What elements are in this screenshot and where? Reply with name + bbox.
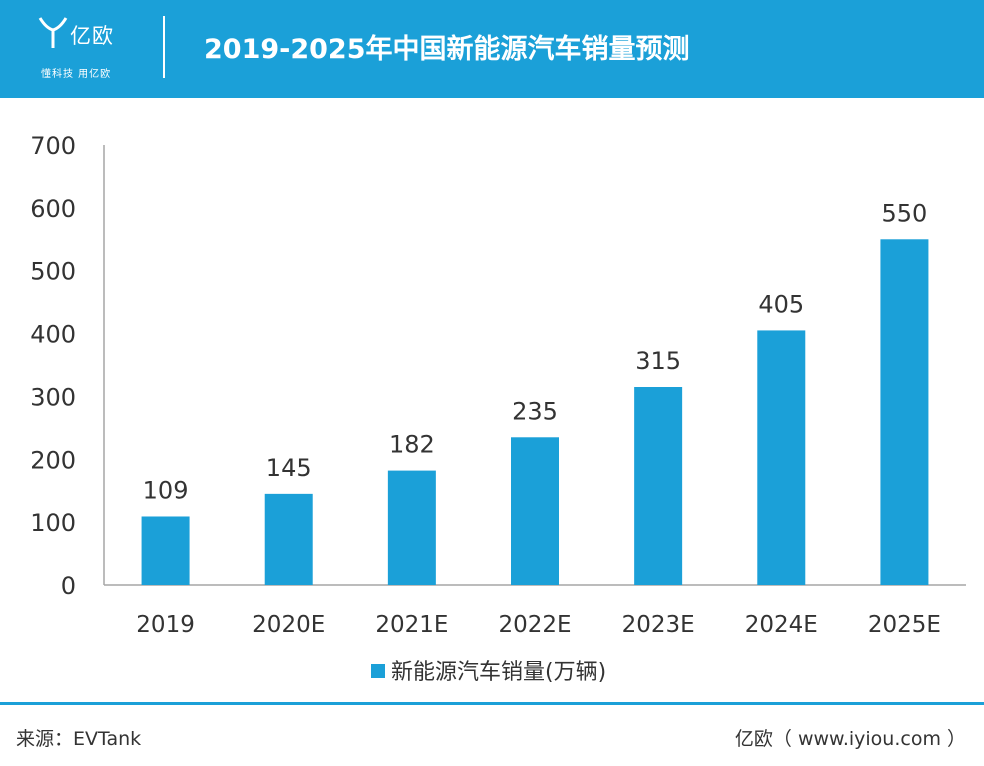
bar-chart: 0 100 200 300 400 500 600 700 109 145 182 235 315 40…: [30, 132, 966, 685]
source-label: 来源：EVTank: [16, 728, 142, 750]
logo-slogan: 懂科技 用亿欧: [41, 69, 112, 80]
bar-value-label: 235: [512, 397, 558, 425]
bar: [511, 437, 559, 585]
x-tick-label: 2025E: [868, 612, 941, 638]
logo-name: 亿欧: [70, 24, 114, 48]
bar-value-label: 550: [882, 199, 928, 227]
site-credit: 亿欧（ www.iyiou.com ）: [734, 728, 966, 750]
header-banner: 亿欧 懂科技 用亿欧 2019-2025年中国新能源汽车销量预测: [0, 0, 984, 98]
chart-title: 2019-2025年中国新能源汽车销量预测: [204, 34, 690, 65]
header-divider: [163, 16, 165, 78]
x-tick-label: 2021E: [375, 612, 448, 638]
bar: [880, 239, 929, 586]
bar: [264, 493, 313, 585]
y-tick-label: 600: [30, 195, 76, 223]
y-tick-label: 300: [30, 383, 76, 411]
y-tick-label: 700: [30, 132, 76, 160]
y-tick-label: 0: [61, 572, 76, 600]
logo-icon: [38, 17, 68, 48]
bar: [634, 387, 683, 585]
x-tick-label: 2019: [136, 612, 195, 638]
y-tick-label: 500: [30, 258, 76, 286]
bar-value-label: 145: [266, 454, 312, 482]
bar-value-label: 109: [143, 476, 189, 504]
y-tick-label: 200: [30, 446, 76, 474]
x-tick-label: 2023E: [622, 612, 695, 638]
logo: 亿欧 懂科技 用亿欧: [38, 14, 138, 84]
y-tick-label: 100: [30, 509, 76, 537]
bar-value-label: 182: [389, 431, 435, 459]
x-tick-label: 2022E: [498, 612, 571, 638]
bar: [757, 330, 806, 585]
footer-rule: [0, 702, 984, 705]
x-tick-label: 2024E: [745, 612, 818, 638]
y-tick-label: 400: [30, 321, 76, 349]
bar-value-label: 405: [758, 290, 804, 318]
bar-value-label: 315: [635, 347, 681, 375]
bar: [141, 516, 190, 585]
bar: [387, 470, 436, 585]
legend-label: 新能源汽车销量(万辆): [391, 660, 606, 685]
x-tick-label: 2020E: [252, 612, 325, 638]
legend-swatch: [371, 664, 385, 678]
